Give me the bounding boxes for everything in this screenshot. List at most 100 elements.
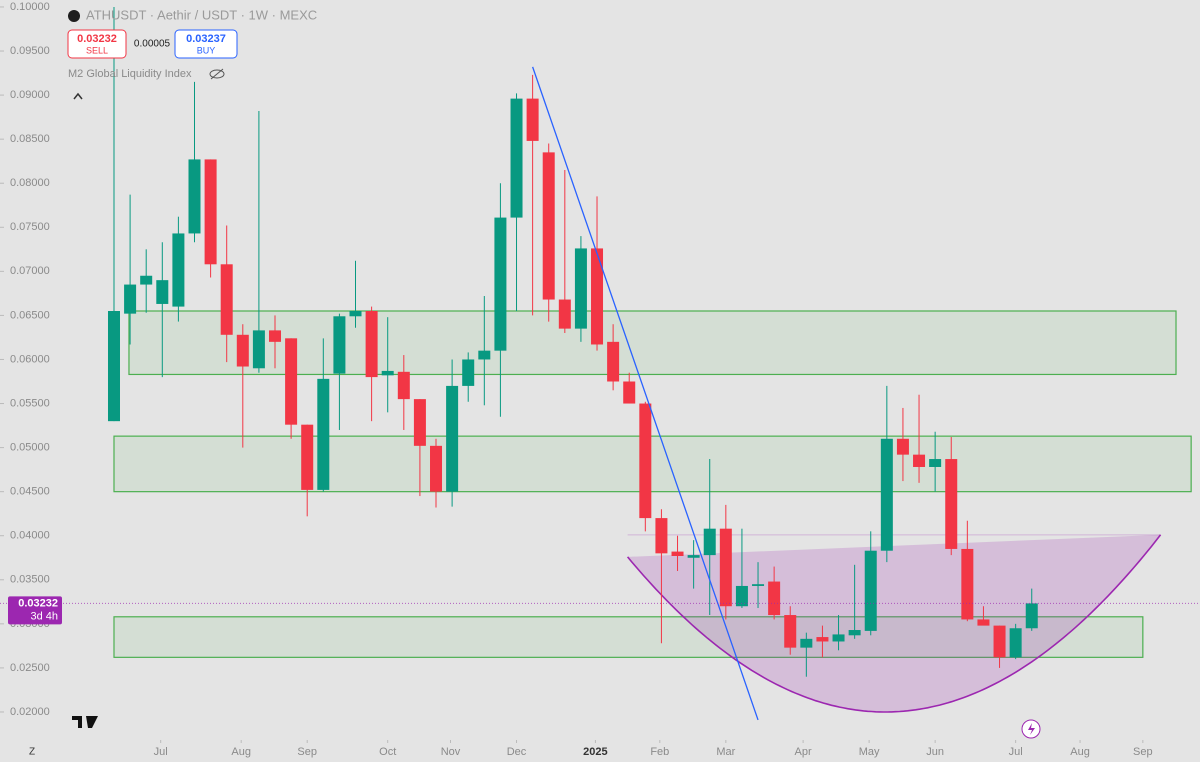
chart-title: ATHUSDT · Aethir / USDT · 1W · MEXC — [86, 7, 317, 22]
x-tick-label: 2025 — [583, 746, 607, 758]
candle-body — [945, 459, 958, 549]
candle-body — [1009, 628, 1022, 658]
candle-body — [252, 330, 265, 369]
candle-body — [1025, 603, 1038, 629]
x-tick-label: Jul — [1009, 746, 1023, 758]
y-tick-label: 0.08000 — [10, 177, 50, 189]
candle-body — [542, 152, 555, 300]
candle-body — [977, 619, 990, 626]
candle-body — [172, 233, 185, 307]
candle-body — [671, 551, 684, 556]
y-tick-label: 0.02000 — [10, 706, 50, 718]
hide-icon[interactable] — [209, 68, 225, 80]
x-tick-label: Sep — [1133, 746, 1153, 758]
candle-body — [800, 638, 813, 648]
candle-body — [188, 159, 201, 234]
candle-body — [220, 264, 233, 335]
candle-body — [607, 341, 620, 382]
candle-body — [719, 528, 732, 607]
candle-body — [156, 280, 169, 304]
candle-body — [784, 615, 797, 648]
candle-body — [317, 378, 330, 490]
candle-body — [961, 548, 974, 620]
candle-body — [204, 159, 217, 265]
candle-body — [462, 359, 475, 386]
candle-body — [236, 334, 249, 367]
candle-body — [107, 310, 120, 422]
candle-body — [269, 330, 282, 342]
candle-body — [558, 299, 571, 329]
candle-body — [848, 630, 861, 636]
y-tick-label: 0.02500 — [10, 662, 50, 674]
candle-body — [832, 634, 845, 642]
candle-body — [526, 98, 539, 141]
sell-price: 0.03232 — [77, 33, 117, 45]
symbol-icon — [68, 10, 80, 22]
candle-body — [494, 217, 507, 351]
candle-body — [687, 555, 700, 558]
indicator-name: M2 Global Liquidity Index — [68, 68, 192, 80]
candle-body — [333, 316, 346, 374]
zone — [113, 435, 1192, 493]
buy-button[interactable] — [174, 29, 238, 59]
collapse-icon[interactable] — [73, 92, 83, 100]
candle-body — [591, 248, 604, 345]
x-tick-label: Dec — [507, 746, 527, 758]
y-tick-label: 0.05000 — [10, 442, 50, 454]
candle-body — [993, 625, 1006, 658]
zone — [128, 310, 1177, 376]
candle-body — [510, 98, 523, 218]
y-tick-label: 0.08500 — [10, 133, 50, 145]
candle-body — [365, 310, 378, 378]
x-tick-label: Nov — [441, 746, 461, 758]
x-tick-label: Feb — [650, 746, 669, 758]
zone — [113, 616, 1144, 658]
candle-body — [768, 581, 781, 616]
candle-body — [446, 385, 459, 492]
candle-body — [639, 403, 652, 519]
arc-curve — [626, 534, 1162, 713]
last-price-label: 0.03232 — [18, 597, 58, 609]
last-price-tag — [8, 596, 62, 625]
trendline — [532, 66, 759, 721]
y-tick-label: 0.07500 — [10, 221, 50, 233]
countdown: 3d 4h — [30, 610, 58, 622]
y-tick-label: 0.05500 — [10, 397, 50, 409]
x-tick-label: Mar — [716, 746, 735, 758]
candle-body — [913, 454, 926, 467]
y-tick-label: 0.09000 — [10, 89, 50, 101]
candle-body — [574, 248, 587, 329]
arc-fill — [627, 534, 1161, 712]
x-tick-label: Oct — [379, 746, 396, 758]
candle-body — [349, 310, 362, 317]
candle-body — [430, 445, 443, 492]
candle-body — [929, 459, 942, 467]
candle-body — [381, 370, 394, 376]
y-tick-label: 0.10000 — [10, 1, 50, 13]
corner-label: Z — [29, 747, 35, 758]
candle-body — [752, 584, 765, 586]
y-tick-label: 0.03500 — [10, 574, 50, 586]
candle-body — [301, 424, 314, 490]
candle-body — [735, 585, 748, 607]
logo — [72, 716, 98, 728]
y-tick-label: 0.09500 — [10, 45, 50, 57]
y-tick-label: 0.07000 — [10, 265, 50, 277]
candle-body — [864, 550, 877, 631]
spread: 0.00005 — [134, 39, 171, 50]
candle-body — [397, 371, 410, 400]
candle-body — [623, 381, 636, 404]
buy-price: 0.03237 — [186, 33, 226, 45]
sell-label: SELL — [86, 45, 108, 55]
x-tick-label: May — [859, 746, 880, 758]
y-tick-label: 0.04000 — [10, 530, 50, 542]
buy-label: BUY — [197, 45, 216, 55]
x-tick-label: Sep — [297, 746, 317, 758]
y-tick-label: 0.06000 — [10, 353, 50, 365]
y-tick-label: 0.06500 — [10, 309, 50, 321]
candle-body — [703, 528, 716, 556]
sell-button[interactable] — [67, 29, 127, 59]
candle-body — [285, 338, 298, 425]
y-tick-label: 0.04500 — [10, 486, 50, 498]
